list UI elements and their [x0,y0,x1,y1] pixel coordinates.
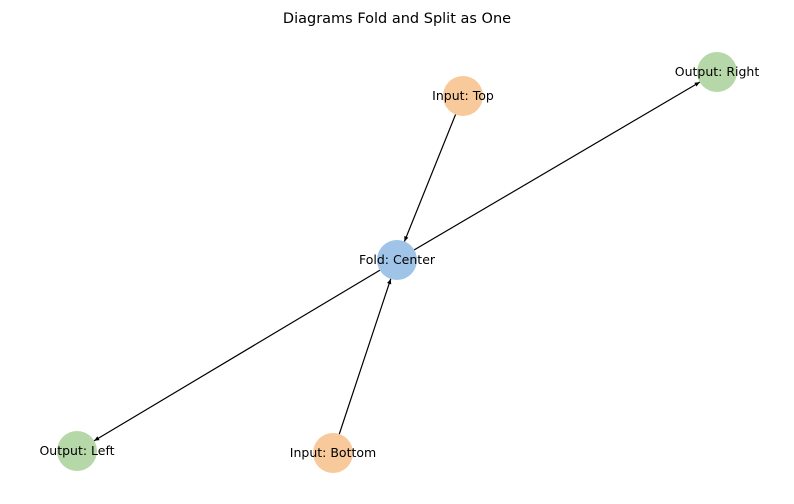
node-right: Output: Right [675,52,760,92]
node-bottom: Input: Bottom [290,433,376,473]
diagram-title: Diagrams Fold and Split as One [283,11,511,27]
node-top: Input: Top [432,76,494,116]
edge-center-to-right [396,71,718,261]
node-left-label: Output: Left [39,443,114,458]
node-left-circle [57,431,97,471]
node-center-label: Fold: Center [359,252,436,267]
arrowhead-bottom-to-center [387,278,392,285]
node-top-circle [443,76,483,116]
node-bottom-circle [313,433,353,473]
node-right-circle [697,52,737,92]
node-bottom-label: Input: Bottom [290,445,376,460]
node-top-label: Input: Top [432,88,494,103]
edge-layer [76,71,718,454]
edge-center-to-left [76,259,398,452]
edge-top-to-center [396,95,464,261]
node-center: Fold: Center [359,240,436,280]
arrowhead-center-to-left [94,436,100,441]
edge-bottom-to-center [332,259,398,454]
node-right-label: Output: Right [675,64,760,79]
arrowhead-top-to-center [404,235,409,242]
node-center-circle [377,240,417,280]
node-layer: Input: Top Output: Right Fold: Center Outpu… [39,52,759,473]
arrowhead-center-to-right [694,82,700,87]
node-left: Output: Left [39,431,115,471]
